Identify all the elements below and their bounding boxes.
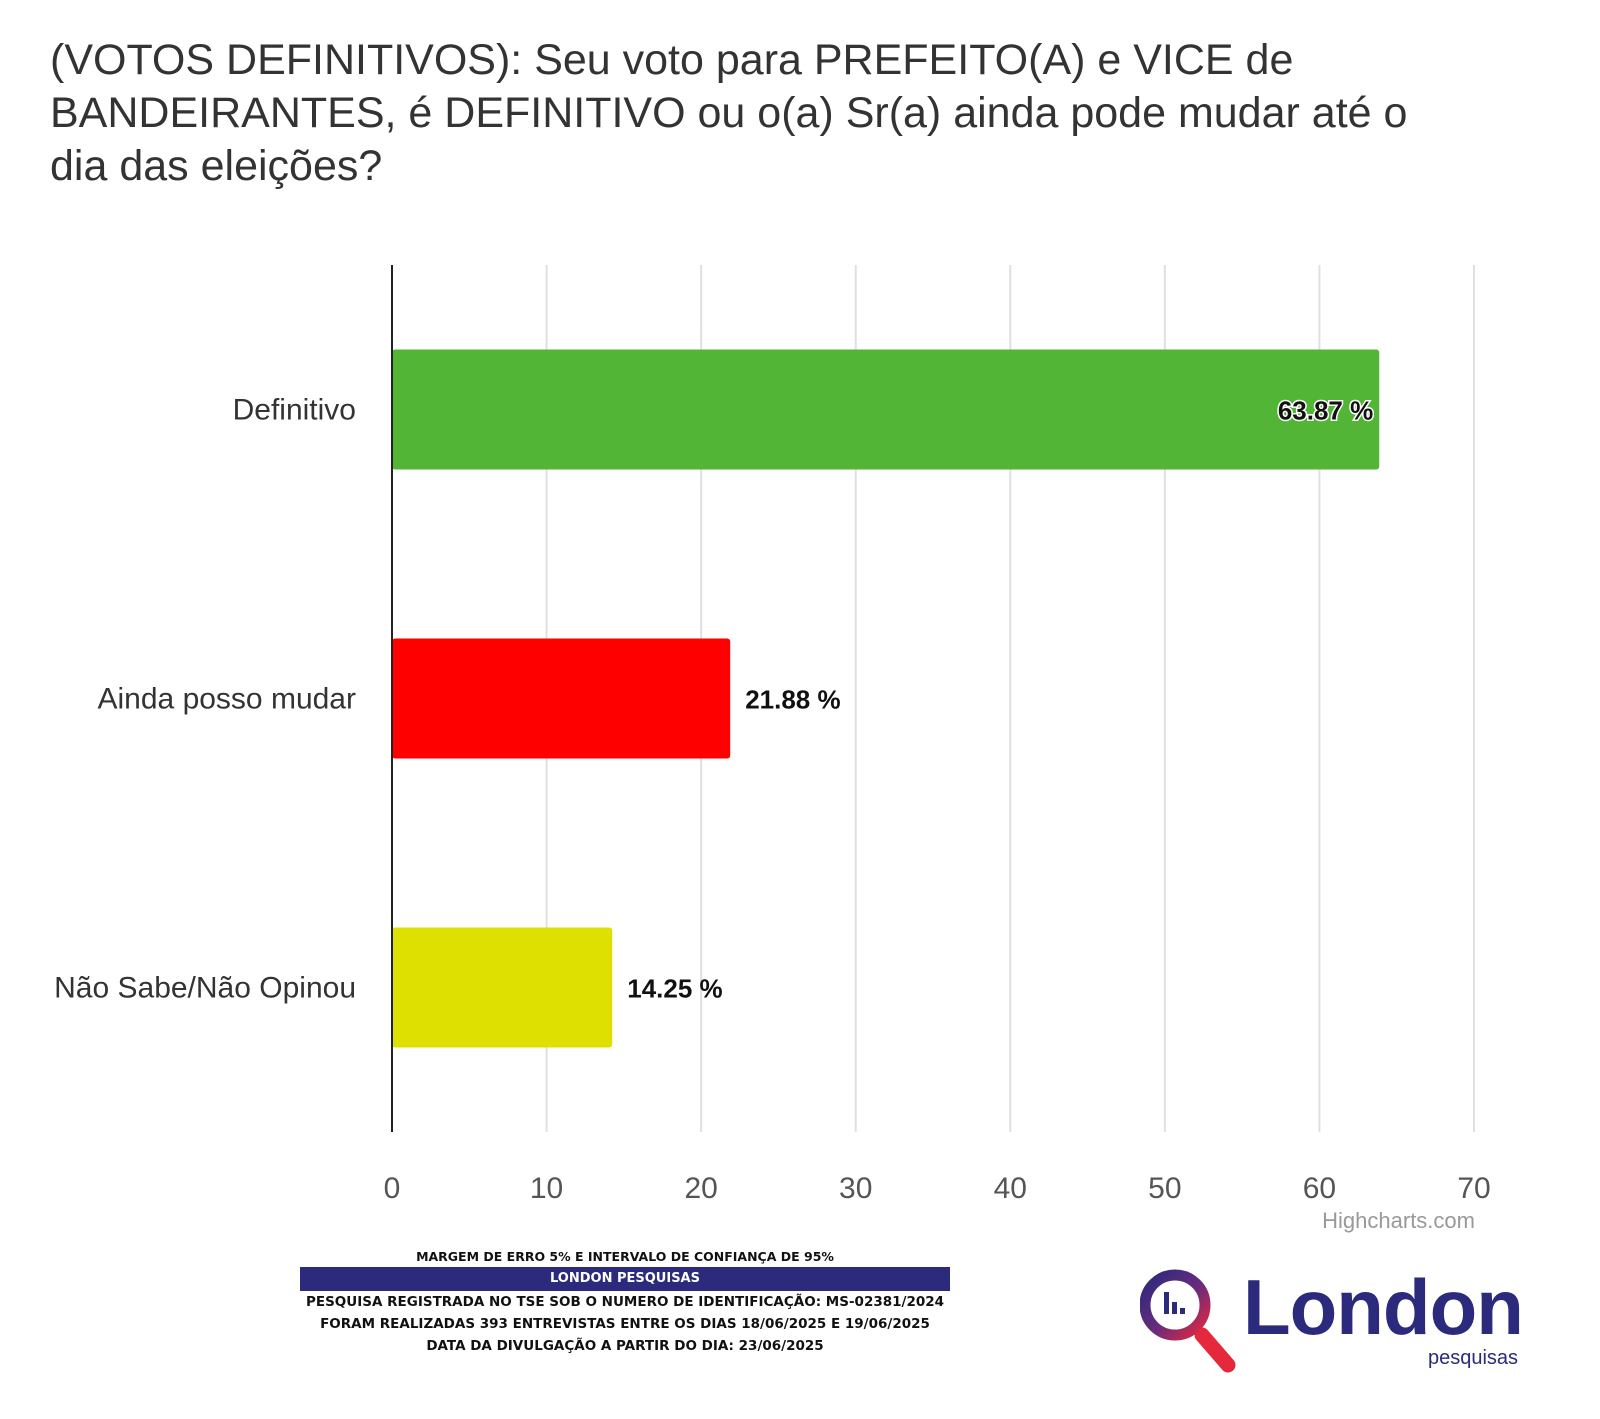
bar [392,927,613,1048]
x-tick-label: 0 [384,1172,401,1205]
london-logo: London pesquisas [1140,1265,1540,1385]
bars [392,349,1380,1048]
category-label: Definitivo [233,394,356,427]
chart-title: (VOTOS DEFINITIVOS): Seu voto para PREFE… [50,36,1408,190]
labels: 0 10 20 30 40 50 60 70 Definitivo 63.87 % Ainda po… [54,394,1491,1206]
data-label: 14.25 % [627,974,722,1004]
x-tick-label: 60 [1303,1172,1336,1205]
category-label: Não Sabe/Não Opinou [54,972,356,1005]
bar-chart: 0 10 20 30 40 50 60 70 Definitivo 63.87 % Ainda po… [54,265,1491,1206]
bar [392,349,1380,470]
margin-of-error-text: MARGEM DE ERRO 5% E INTERVALO DE CONFIAN… [416,1249,834,1264]
bar [392,638,731,759]
data-label: 63.87 % [1278,396,1373,426]
data-label: 21.88 % [745,685,840,715]
logo-subtitle: pesquisas [1428,1347,1519,1369]
logo-wordmark: London [1243,1263,1524,1351]
x-tick-label: 10 [530,1172,563,1205]
survey-footer: MARGEM DE ERRO 5% E INTERVALO DE CONFIAN… [300,1247,950,1357]
highcharts-credits[interactable]: Highcharts.com [1322,1208,1475,1233]
registration-text: PESQUISA REGISTRADA NO TSE SOB O NUMERO … [305,1294,945,1310]
x-tick-label: 20 [684,1172,717,1205]
x-tick-label: 40 [994,1172,1027,1205]
release-date-text: DATA DA DIVULGAÇÃO A PARTIR DO DIA: 23/0… [426,1338,824,1354]
x-tick-label: 30 [839,1172,872,1205]
magnifier-chart-icon [1140,1269,1236,1373]
x-tick-label: 50 [1148,1172,1181,1205]
company-band: LONDON PESQUISAS [300,1267,950,1291]
x-tick-label: 70 [1457,1172,1490,1205]
category-label: Ainda posso mudar [98,683,357,716]
interviews-text: FORAM REALIZADAS 393 ENTREVISTAS ENTRE O… [320,1316,930,1332]
